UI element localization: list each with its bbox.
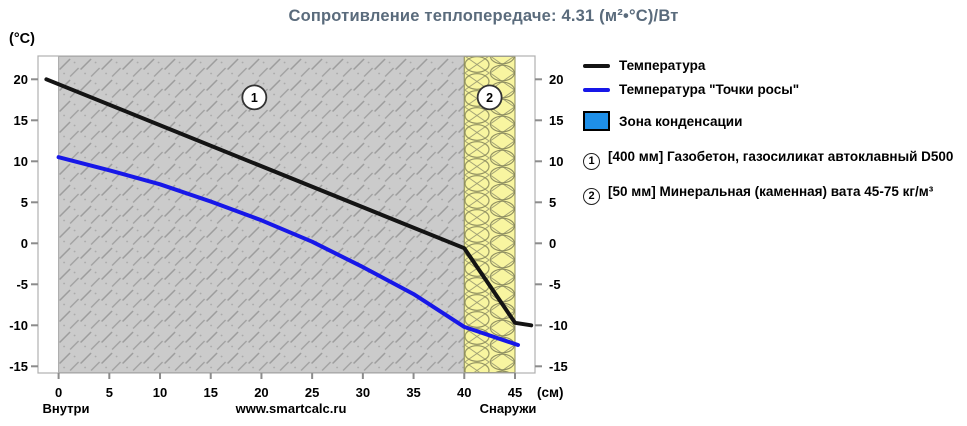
temperature-label: Температура: [619, 58, 706, 73]
temperature-line-swatch: [583, 63, 610, 68]
x-tick-label: 45: [508, 385, 522, 400]
y-tick-label-left: 20: [14, 72, 28, 87]
zone-1-marker-circle: [241, 84, 268, 111]
y-tick-label-right: -5: [549, 277, 561, 292]
x-tick-label: 25: [305, 385, 319, 400]
layer-1-label: [400 мм] Газобетон, газосиликат автоклав…: [608, 149, 954, 164]
dew-point-line: [56, 155, 520, 347]
condensation-zone-swatch: [583, 111, 610, 131]
layer-2-number-circle: 2: [583, 188, 600, 205]
y-tick-label-right: 5: [549, 195, 556, 210]
x-tick-label: 30: [356, 385, 370, 400]
dew-point-line-swatch: [583, 87, 610, 92]
x-tick-label: 15: [203, 385, 217, 400]
x-tick-label: 20: [254, 385, 268, 400]
legend-item-condensation: Зона конденсации: [583, 111, 967, 131]
legend: Температура Температура "Точки росы" Зон…: [583, 55, 967, 218]
layer-item-2: 2 [50 мм] Минеральная (каменная) вата 45-…: [583, 183, 967, 205]
page-title: Сопротивление теплопередаче: 4.31 (м²•°С…: [288, 7, 679, 25]
x-tick-label: 0: [55, 385, 62, 400]
layer-2-label: [50 мм] Минеральная (каменная) вата 45-7…: [608, 184, 934, 199]
layer-1-number-circle: 1: [583, 153, 600, 170]
legend-item-dew-point: Температура "Точки росы": [583, 82, 967, 97]
dew-point-label: Температура "Точки росы": [619, 82, 800, 97]
y-tick-label-right: 10: [549, 154, 563, 169]
zone-1-region: [58, 56, 465, 373]
zone-2-marker-circle: [476, 84, 503, 111]
inside-label: Внутри: [43, 401, 90, 416]
condensation-zone-label: Зона конденсации: [619, 113, 743, 129]
y-tick-label-right: -10: [549, 318, 568, 333]
layer-item-1: 1 [400 мм] Газобетон, газосиликат автокла…: [583, 148, 967, 170]
y-tick-label-left: 15: [14, 113, 28, 128]
y-axis-unit-label: (°С): [9, 31, 35, 47]
y-tick-label-right: -15: [549, 359, 568, 374]
footer-labels: Внутри www.smartcalc.ru Снаружи: [43, 401, 537, 416]
x-tick-label: 10: [153, 385, 167, 400]
x-tick-label: 35: [406, 385, 420, 400]
y-tick-label-left: -15: [9, 359, 28, 374]
y-tick-label-right: 0: [549, 236, 556, 251]
y-tick-label-right: 20: [549, 72, 563, 87]
temperature-line: [44, 77, 534, 328]
wall-temperature-chart: (°С) 20 20 15 15 10 10 5 5 0 0 -5 -5 -10 -10 -15 -15 0 5 1…: [9, 31, 568, 416]
outside-label: Снаружи: [480, 401, 537, 416]
y-tick-label-right: 15: [549, 113, 563, 128]
y-tick-label-left: 10: [14, 154, 28, 169]
y-tick-label-left: -5: [16, 277, 28, 292]
plot-frame: [37, 55, 536, 374]
zone-1-marker-number: 1: [251, 91, 258, 105]
watermark-link: www.smartcalc.ru: [235, 401, 347, 416]
x-axis-unit-label: (см): [537, 385, 564, 400]
zone-2-marker-number: 2: [486, 91, 493, 105]
x-tick-label: 40: [457, 385, 471, 400]
y-tick-label-left: -10: [9, 318, 28, 333]
legend-item-temperature: Температура: [583, 58, 967, 73]
y-tick-label-left: 0: [21, 236, 28, 251]
y-tick-label-left: 5: [21, 195, 28, 210]
axis-ticks: 20 20 15 15 10 10 5 5 0 0 -5 -5 -10 -10 -15 -15 0 5 10 15 20…: [9, 72, 568, 400]
wall-zones: [58, 56, 516, 373]
x-tick-label: 5: [106, 385, 113, 400]
series-lines: [44, 77, 534, 347]
